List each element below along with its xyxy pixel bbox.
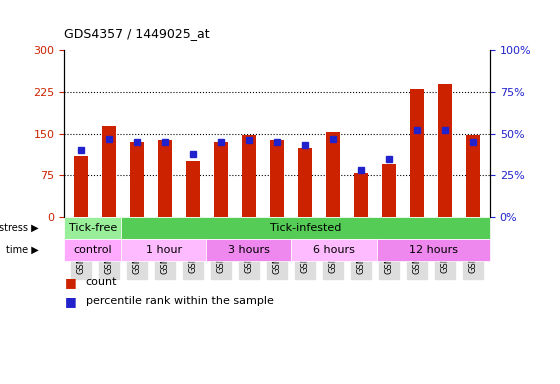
Bar (326, 132, 340, 217)
Bar (214, 142, 228, 217)
Text: ■: ■ (64, 295, 76, 308)
Bar (291, 239, 376, 261)
Text: 3 hours: 3 hours (228, 245, 270, 255)
Bar (354, 172, 368, 217)
Bar (438, 84, 452, 217)
Bar (74, 156, 88, 217)
Bar (186, 161, 200, 217)
Text: Tick-free: Tick-free (69, 223, 117, 233)
Bar (410, 89, 424, 217)
Text: 12 hours: 12 hours (409, 245, 458, 255)
Bar (382, 164, 396, 217)
Bar (121, 239, 206, 261)
Text: time ▶: time ▶ (6, 245, 39, 255)
Text: 6 hours: 6 hours (313, 245, 355, 255)
Text: control: control (73, 245, 112, 255)
Bar (102, 126, 116, 217)
Text: 1 hour: 1 hour (146, 245, 182, 255)
Bar (376, 239, 490, 261)
Bar (158, 140, 172, 217)
Bar (121, 217, 490, 239)
Bar (242, 135, 256, 217)
Bar (64, 239, 121, 261)
Bar (270, 140, 284, 217)
Bar (64, 217, 121, 239)
Text: ■: ■ (64, 276, 76, 289)
Bar (298, 147, 312, 217)
Bar (130, 142, 144, 217)
Text: Tick-infested: Tick-infested (270, 223, 341, 233)
Bar (206, 239, 291, 261)
Text: GDS4357 / 1449025_at: GDS4357 / 1449025_at (64, 27, 210, 40)
Text: stress ▶: stress ▶ (0, 223, 39, 233)
Bar (466, 135, 480, 217)
Text: count: count (86, 277, 117, 287)
Text: percentile rank within the sample: percentile rank within the sample (86, 296, 273, 306)
